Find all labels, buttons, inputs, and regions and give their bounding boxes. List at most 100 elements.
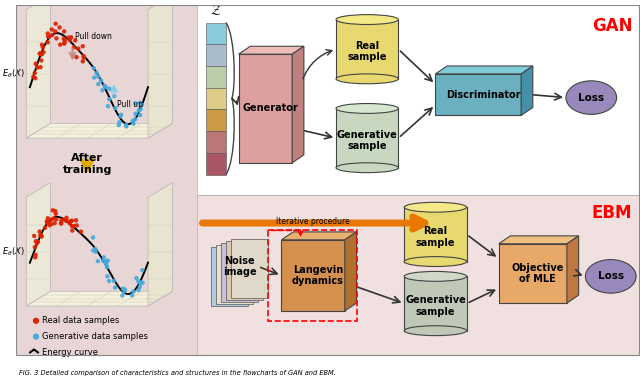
- Point: [133, 278, 143, 284]
- Point: [42, 218, 52, 225]
- Ellipse shape: [586, 259, 636, 293]
- Point: [38, 44, 48, 50]
- Text: Generative
sample: Generative sample: [405, 295, 466, 317]
- Text: After
training: After training: [63, 153, 112, 174]
- Point: [131, 111, 141, 117]
- FancyBboxPatch shape: [207, 22, 226, 44]
- Point: [63, 34, 74, 41]
- Point: [31, 61, 41, 67]
- Point: [67, 227, 77, 234]
- Point: [119, 288, 129, 295]
- Point: [47, 221, 57, 227]
- Point: [103, 103, 113, 109]
- Point: [47, 207, 58, 213]
- Point: [118, 286, 128, 292]
- Point: [70, 37, 81, 44]
- Point: [72, 54, 82, 60]
- Point: [77, 43, 88, 49]
- Point: [117, 293, 127, 299]
- FancyBboxPatch shape: [231, 239, 268, 298]
- Point: [59, 28, 69, 34]
- Point: [127, 292, 137, 298]
- Point: [135, 112, 145, 118]
- Polygon shape: [26, 183, 51, 306]
- Point: [135, 100, 145, 106]
- Point: [46, 217, 56, 223]
- Point: [102, 273, 113, 279]
- Point: [89, 65, 99, 71]
- Point: [36, 51, 47, 58]
- Ellipse shape: [336, 103, 398, 113]
- Text: Discriminator: Discriminator: [446, 90, 520, 100]
- Point: [136, 280, 146, 286]
- Point: [97, 87, 108, 93]
- Text: $E_\theta(X)$: $E_\theta(X)$: [1, 68, 24, 80]
- Point: [79, 53, 89, 59]
- Polygon shape: [26, 0, 51, 138]
- Point: [67, 223, 77, 229]
- Point: [135, 279, 145, 286]
- Ellipse shape: [336, 163, 398, 173]
- Point: [137, 267, 147, 273]
- Point: [59, 41, 69, 47]
- Text: Objective
of MLE: Objective of MLE: [511, 262, 564, 284]
- Point: [89, 74, 99, 81]
- Polygon shape: [239, 46, 304, 54]
- Text: Generative
sample: Generative sample: [337, 130, 397, 151]
- FancyBboxPatch shape: [196, 195, 640, 356]
- Point: [47, 32, 57, 38]
- Point: [56, 220, 66, 227]
- Point: [131, 100, 141, 107]
- Point: [73, 46, 83, 52]
- Point: [88, 234, 98, 240]
- Polygon shape: [345, 232, 356, 311]
- Text: Pull up: Pull up: [117, 100, 143, 109]
- Point: [43, 39, 53, 46]
- Point: [115, 119, 125, 125]
- Point: [30, 254, 40, 261]
- Point: [101, 261, 111, 267]
- Polygon shape: [239, 54, 292, 163]
- Point: [100, 84, 111, 90]
- Point: [43, 30, 53, 37]
- Text: $\mathcal{Z}$: $\mathcal{Z}$: [211, 3, 222, 17]
- Point: [96, 77, 106, 83]
- Point: [32, 64, 42, 71]
- Point: [76, 229, 86, 235]
- Point: [51, 211, 61, 217]
- Point: [136, 106, 146, 112]
- Point: [35, 232, 45, 239]
- Point: [55, 42, 65, 48]
- Point: [51, 216, 61, 222]
- Point: [40, 225, 50, 231]
- Point: [115, 113, 125, 120]
- Ellipse shape: [566, 81, 616, 114]
- FancyBboxPatch shape: [226, 241, 263, 300]
- Text: $E_\theta(X)$: $E_\theta(X)$: [1, 245, 24, 258]
- FancyBboxPatch shape: [207, 153, 226, 174]
- FancyBboxPatch shape: [196, 5, 640, 195]
- Polygon shape: [148, 183, 172, 306]
- Text: Generator: Generator: [243, 103, 298, 113]
- FancyBboxPatch shape: [207, 131, 226, 153]
- Point: [44, 222, 54, 229]
- Polygon shape: [282, 240, 345, 311]
- Point: [59, 36, 69, 42]
- Point: [33, 239, 43, 245]
- Point: [49, 220, 60, 226]
- Text: Loss: Loss: [598, 271, 624, 281]
- Polygon shape: [292, 46, 304, 163]
- Polygon shape: [499, 244, 567, 303]
- Point: [35, 229, 45, 235]
- Point: [138, 279, 148, 286]
- Point: [47, 26, 57, 32]
- Point: [104, 96, 115, 102]
- Text: Real
sample: Real sample: [348, 41, 387, 63]
- Point: [134, 284, 145, 290]
- Point: [50, 28, 60, 34]
- Point: [121, 122, 131, 128]
- Point: [110, 105, 120, 111]
- Polygon shape: [404, 276, 467, 331]
- Point: [77, 58, 88, 64]
- Point: [100, 83, 110, 89]
